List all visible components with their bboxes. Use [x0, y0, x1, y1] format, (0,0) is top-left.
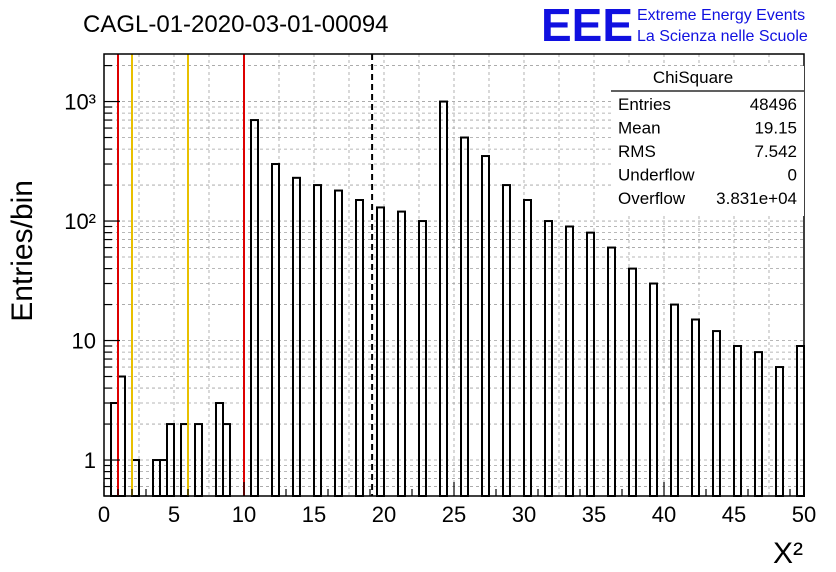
y-tick-label: 10³ — [64, 90, 96, 115]
logo-line-1: Extreme Energy Events — [637, 7, 805, 24]
stats-rows: Entries 48496 Mean 19.15 RMS 7.542 Underflow 0 O… — [618, 95, 797, 208]
x-axis-title: X² — [773, 537, 803, 570]
y-axis-title: Entries/bin — [6, 180, 39, 322]
reference-lines — [117, 54, 374, 496]
x-tick-label: 45 — [722, 502, 746, 527]
x-tick-label: 30 — [512, 502, 536, 527]
x-tick-label: 25 — [442, 502, 466, 527]
stats-value: 3.831e+04 — [716, 189, 797, 208]
stats-title: ChiSquare — [653, 68, 733, 87]
x-tick-label: 5 — [168, 502, 180, 527]
stats-label: Entries — [618, 95, 671, 114]
stats-value: 48496 — [750, 95, 797, 114]
eee-logo-mark: EEE — [541, 0, 633, 51]
eee-logo: EEE Extreme Energy Events La Scienza nel… — [541, 0, 808, 51]
x-tick-label: 0 — [98, 502, 110, 527]
axes: 0 5 10 15 20 25 30 35 40 45 50 1 10 10² 10³ — [64, 64, 816, 527]
logo-line-2: La Scienza nelle Scuole — [637, 28, 808, 45]
stats-label: Overflow — [618, 189, 686, 208]
stats-value: 7.542 — [754, 142, 797, 161]
chart-title: CAGL-01-2020-03-01-00094 — [83, 11, 389, 38]
stats-value: 19.15 — [754, 119, 797, 138]
stats-box: ChiSquare Entries 48496 Mean 19.15 RMS 7.542 U… — [611, 66, 804, 216]
stats-label: Underflow — [618, 166, 695, 185]
x-tick-label: 20 — [372, 502, 396, 527]
x-tick-label: 50 — [792, 502, 816, 527]
x-tick-label: 40 — [652, 502, 676, 527]
stats-label: Mean — [618, 119, 661, 138]
x-tick-label: 15 — [302, 502, 326, 527]
y-tick-label: 1 — [84, 448, 96, 473]
y-tick-label: 10² — [64, 209, 96, 234]
stats-value: 0 — [788, 166, 797, 185]
stats-label: RMS — [618, 142, 656, 161]
x-tick-label: 10 — [232, 502, 256, 527]
y-tick-label: 10 — [72, 329, 96, 354]
x-tick-label: 35 — [582, 502, 606, 527]
